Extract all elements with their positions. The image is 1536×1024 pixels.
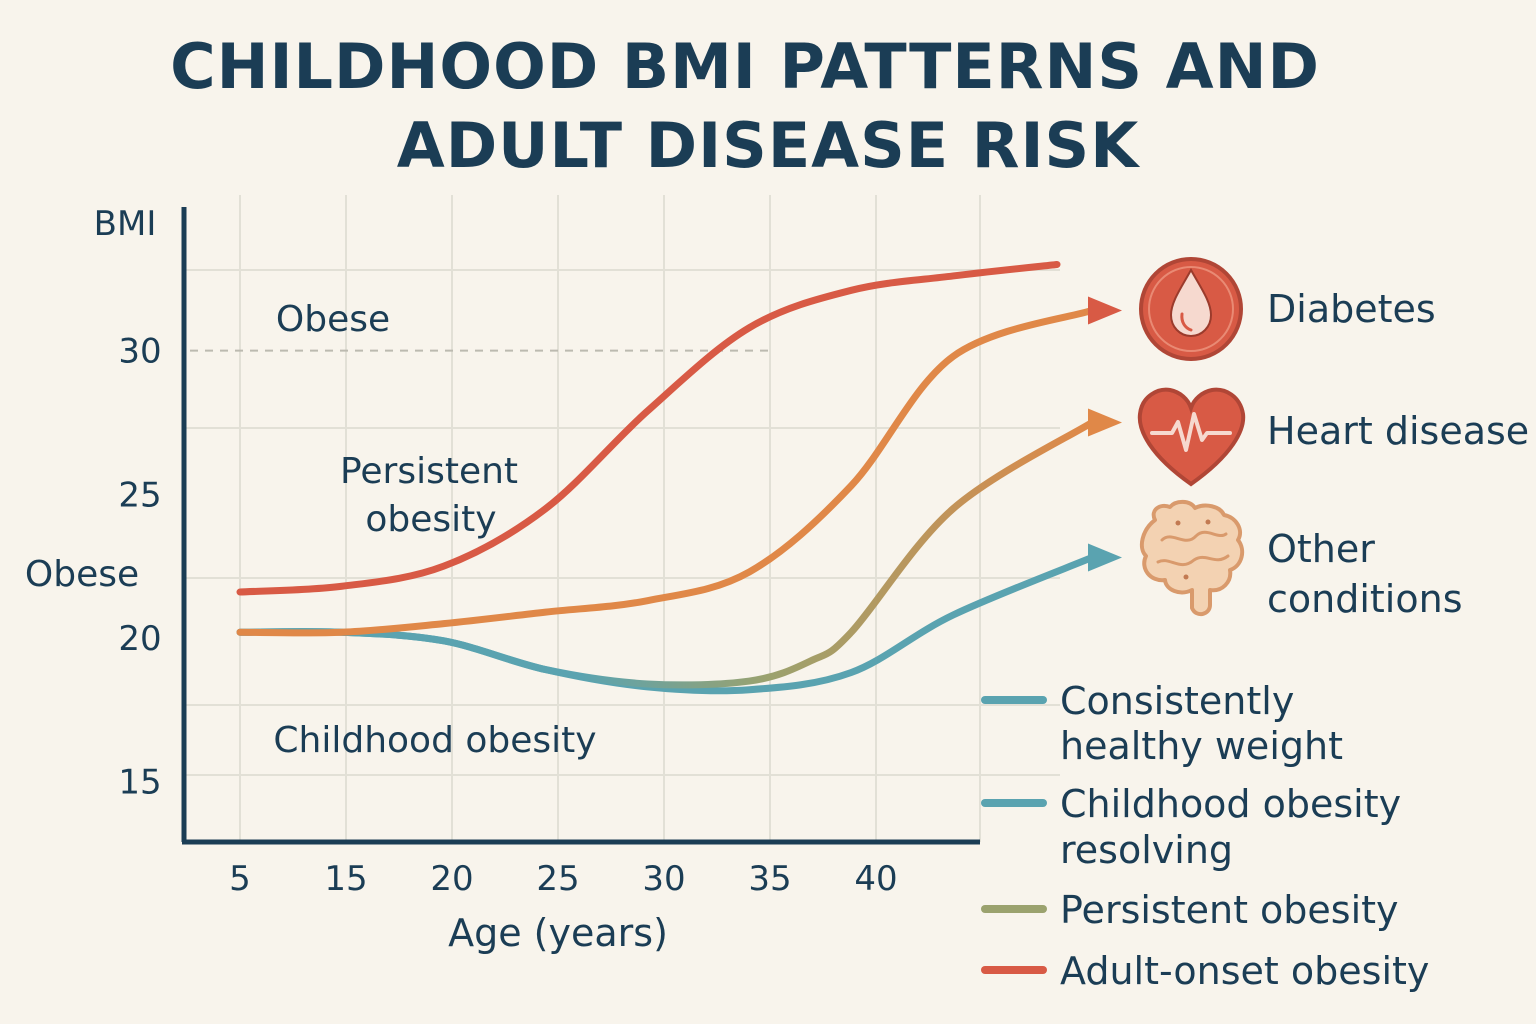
- condition-label-other-line-1: Other: [1267, 527, 1375, 571]
- annotation-persistent-line-2: obesity: [365, 499, 496, 540]
- annotation-persistent-line-1: Persistent: [340, 451, 518, 492]
- x-tick-label-15: 15: [324, 859, 367, 899]
- annotation-obese-top: Obese: [276, 299, 390, 340]
- heart-pulse-icon: [1137, 387, 1246, 487]
- intestine-icon: [1139, 499, 1245, 617]
- y-tick-label-25: 25: [118, 475, 161, 515]
- condition-label-diabetes: Diabetes: [1267, 287, 1436, 331]
- chart-title-line-2: ADULT DISEASE RISK: [397, 109, 1140, 182]
- y-tick-label-15: 15: [118, 763, 161, 803]
- y-axis-label: BMI: [94, 204, 157, 244]
- arrow-persistent: [1088, 296, 1122, 325]
- x-axis-label: Age (years): [448, 911, 668, 955]
- legend-label-healthy-line-1: Consistently: [1060, 679, 1294, 723]
- annotation-childhood-obesity: Childhood obesity: [273, 720, 596, 761]
- x-tick-label-5: 5: [229, 859, 251, 899]
- legend-label-resolving-line-2: resolving: [1060, 828, 1233, 872]
- arrow-healthy: [1088, 543, 1122, 572]
- grid: [184, 195, 1060, 842]
- series-lines: [236, 260, 1122, 695]
- series-line-persistent: [236, 306, 1096, 637]
- legend-label-persistent: Persistent obesity: [1060, 888, 1399, 932]
- condition-label-heart-disease: Heart disease: [1267, 409, 1529, 453]
- x-tick-labels: 5 15 20 25 30 35 40: [229, 859, 897, 899]
- legend: Consistently healthy weight Childhood ob…: [981, 679, 1429, 993]
- arrow-resolving: [1088, 408, 1122, 437]
- blood-drop-icon: [1139, 257, 1243, 361]
- y-tick-label-30: 30: [118, 332, 161, 372]
- legend-label-healthy-line-2: healthy weight: [1060, 724, 1343, 768]
- legend-label-adult-onset: Adult-onset obesity: [1060, 949, 1429, 993]
- legend-label-resolving-line-1: Childhood obesity: [1060, 782, 1401, 826]
- x-tick-label-25: 25: [536, 859, 579, 899]
- x-tick-label-20: 20: [430, 859, 473, 899]
- series-line-resolving: [236, 418, 1096, 689]
- chart-title-line-1: CHILDHOOD BMI PATTERNS AND: [170, 30, 1320, 103]
- x-tick-label-35: 35: [748, 859, 791, 899]
- y-tick-labels: 15 20 25 30: [118, 332, 161, 803]
- x-tick-label-30: 30: [642, 859, 685, 899]
- series-line-adult-onset: [236, 260, 1061, 596]
- y-tick-label-20: 20: [118, 619, 161, 659]
- condition-label-other-line-2: conditions: [1267, 577, 1463, 621]
- annotation-obese-left: Obese: [25, 554, 139, 595]
- x-tick-label-40: 40: [854, 859, 897, 899]
